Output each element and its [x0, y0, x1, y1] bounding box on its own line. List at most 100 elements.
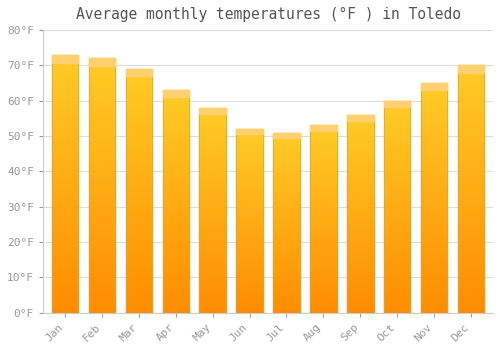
- Bar: [162, 161, 189, 166]
- Bar: [162, 259, 189, 264]
- Bar: [200, 214, 226, 218]
- Bar: [420, 184, 448, 189]
- Bar: [88, 74, 116, 79]
- Bar: [126, 69, 152, 313]
- Bar: [200, 267, 226, 272]
- Bar: [52, 112, 78, 117]
- Bar: [347, 142, 374, 147]
- Bar: [126, 293, 152, 298]
- Bar: [162, 188, 189, 193]
- Bar: [162, 268, 189, 273]
- Bar: [162, 184, 189, 188]
- Bar: [162, 210, 189, 215]
- Bar: [420, 294, 448, 299]
- Bar: [88, 58, 116, 313]
- Bar: [200, 108, 226, 112]
- Bar: [200, 276, 226, 280]
- Bar: [236, 206, 263, 210]
- Bar: [420, 271, 448, 276]
- Bar: [236, 224, 263, 228]
- Bar: [347, 249, 374, 253]
- Bar: [162, 179, 189, 184]
- Bar: [310, 152, 336, 155]
- Bar: [310, 290, 336, 294]
- Bar: [88, 216, 116, 221]
- Bar: [384, 296, 410, 300]
- Bar: [88, 165, 116, 170]
- Bar: [236, 184, 263, 188]
- Bar: [236, 261, 263, 265]
- Bar: [420, 83, 448, 313]
- Bar: [200, 280, 226, 284]
- Bar: [458, 229, 484, 233]
- Bar: [88, 186, 116, 190]
- Bar: [126, 132, 152, 137]
- Bar: [310, 305, 336, 309]
- Bar: [52, 225, 78, 230]
- Bar: [52, 220, 78, 225]
- Bar: [347, 218, 374, 222]
- Bar: [273, 176, 299, 179]
- Bar: [273, 204, 299, 208]
- Bar: [458, 194, 484, 199]
- Bar: [88, 175, 116, 180]
- Bar: [126, 284, 152, 288]
- Bar: [200, 198, 226, 202]
- Bar: [347, 174, 374, 178]
- Bar: [126, 176, 152, 181]
- Bar: [458, 278, 484, 283]
- Bar: [126, 162, 152, 166]
- Bar: [347, 281, 374, 285]
- Bar: [347, 115, 374, 313]
- Bar: [236, 151, 263, 155]
- Bar: [52, 96, 78, 101]
- Bar: [347, 194, 374, 198]
- Bar: [347, 135, 374, 139]
- Bar: [88, 196, 116, 201]
- Bar: [420, 134, 448, 138]
- Bar: [52, 148, 78, 153]
- Bar: [236, 287, 263, 290]
- Bar: [458, 169, 484, 174]
- Bar: [126, 118, 152, 122]
- Bar: [458, 130, 484, 135]
- Bar: [162, 166, 189, 170]
- Bar: [162, 224, 189, 228]
- Bar: [420, 262, 448, 267]
- Bar: [273, 190, 299, 194]
- Bar: [162, 94, 189, 99]
- Bar: [52, 282, 78, 287]
- Bar: [384, 160, 410, 164]
- Bar: [52, 60, 78, 65]
- Bar: [200, 239, 226, 243]
- Bar: [458, 164, 484, 169]
- Bar: [310, 200, 336, 204]
- Bar: [236, 250, 263, 254]
- Bar: [236, 254, 263, 258]
- Bar: [273, 133, 299, 313]
- Bar: [458, 238, 484, 243]
- Bar: [384, 101, 410, 105]
- Bar: [458, 243, 484, 248]
- Bar: [236, 166, 263, 169]
- Bar: [310, 178, 336, 182]
- Bar: [420, 88, 448, 92]
- Bar: [420, 120, 448, 124]
- Bar: [384, 181, 410, 186]
- Bar: [420, 221, 448, 225]
- Bar: [236, 272, 263, 276]
- Bar: [236, 265, 263, 268]
- Bar: [126, 103, 152, 108]
- Bar: [162, 152, 189, 157]
- Bar: [458, 293, 484, 298]
- Bar: [200, 108, 226, 313]
- Bar: [384, 258, 410, 262]
- Bar: [52, 106, 78, 112]
- Bar: [420, 276, 448, 280]
- Bar: [458, 100, 484, 105]
- Bar: [310, 219, 336, 223]
- Bar: [347, 170, 374, 174]
- Bar: [420, 253, 448, 258]
- Bar: [384, 224, 410, 228]
- Bar: [458, 303, 484, 308]
